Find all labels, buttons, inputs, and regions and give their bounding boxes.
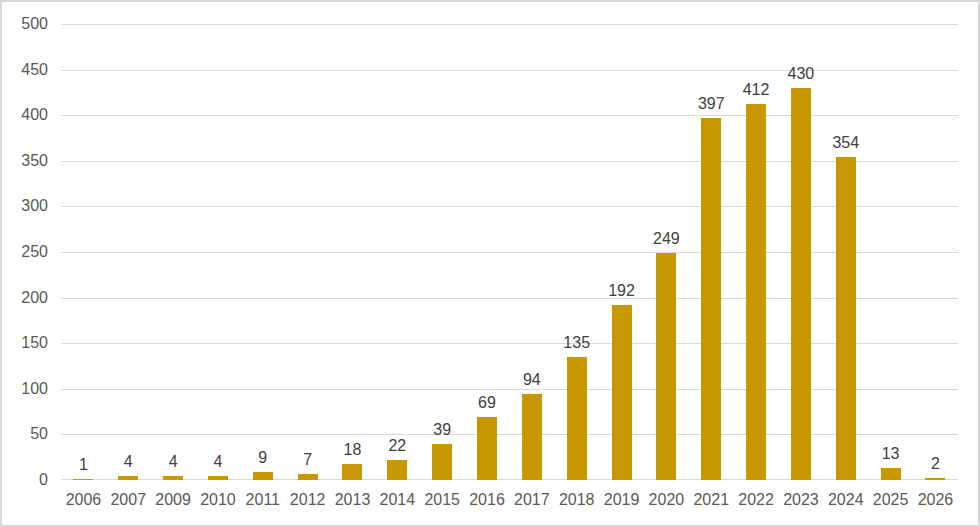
data-label-2023: 430: [779, 65, 824, 83]
bar-slot-2010: 4: [196, 24, 241, 480]
x-tick-label-2009: 2009: [151, 490, 196, 509]
bar-2020: [656, 253, 676, 480]
bar-slot-2021: 397: [689, 24, 734, 480]
y-tick-label-0: 0: [2, 471, 48, 489]
bar-slot-2015: 39: [420, 24, 465, 480]
y-tick-label-400: 400: [2, 106, 48, 124]
x-tick-label-2023: 2023: [779, 490, 824, 509]
bar-slot-2019: 192: [599, 24, 644, 480]
bar-2023: [791, 88, 811, 480]
data-label-2007: 4: [106, 453, 151, 471]
bar-slot-2018: 135: [554, 24, 599, 480]
y-tick-label-50: 50: [2, 425, 48, 443]
x-axis: 2006200720092010201120122013201420152016…: [61, 490, 958, 509]
x-tick-label-2022: 2022: [734, 490, 779, 509]
data-label-2010: 4: [196, 453, 241, 471]
y-tick-label-100: 100: [2, 380, 48, 398]
data-label-2011: 9: [240, 449, 285, 467]
bar-slot-2007: 4: [106, 24, 151, 480]
data-label-2026: 2: [913, 455, 958, 473]
bar-2010: [208, 476, 228, 480]
bar-2011: [253, 472, 273, 480]
bar-slot-2006: 1: [61, 24, 106, 480]
y-tick-label-500: 500: [2, 15, 48, 33]
x-tick-label-2013: 2013: [330, 490, 375, 509]
data-label-2009: 4: [151, 453, 196, 471]
bar-slot-2025: 13: [868, 24, 913, 480]
bar-slot-2023: 430: [779, 24, 824, 480]
x-tick-label-2006: 2006: [61, 490, 106, 509]
bar-slot-2014: 22: [375, 24, 420, 480]
bar-2012: [298, 474, 318, 480]
x-tick-label-2019: 2019: [599, 490, 644, 509]
data-label-2019: 192: [599, 282, 644, 300]
data-label-2015: 39: [420, 421, 465, 439]
bar-series: 1444971822396994135192249397412430354132: [61, 24, 958, 480]
bar-2015: [432, 444, 452, 480]
data-label-2020: 249: [644, 230, 689, 248]
bar-2009: [163, 476, 183, 480]
data-label-2012: 7: [285, 451, 330, 469]
bar-2018: [567, 357, 587, 480]
x-tick-label-2011: 2011: [240, 490, 285, 509]
x-tick-label-2024: 2024: [823, 490, 868, 509]
data-label-2024: 354: [823, 134, 868, 152]
x-tick-label-2015: 2015: [420, 490, 465, 509]
y-tick-label-150: 150: [2, 334, 48, 352]
y-tick-label-450: 450: [2, 61, 48, 79]
x-tick-label-2026: 2026: [913, 490, 958, 509]
x-tick-label-2014: 2014: [375, 490, 420, 509]
x-tick-label-2021: 2021: [689, 490, 734, 509]
column-chart: 050100150200250300350400450500 144497182…: [0, 0, 980, 527]
bar-2014: [387, 460, 407, 480]
bar-slot-2009: 4: [151, 24, 196, 480]
bar-slot-2022: 412: [734, 24, 779, 480]
bar-2016: [477, 417, 497, 480]
x-tick-label-2016: 2016: [465, 490, 510, 509]
x-tick-label-2025: 2025: [868, 490, 913, 509]
bar-2019: [612, 305, 632, 480]
x-tick-label-2012: 2012: [285, 490, 330, 509]
x-tick-label-2007: 2007: [106, 490, 151, 509]
bar-2007: [118, 476, 138, 480]
y-tick-label-350: 350: [2, 152, 48, 170]
y-tick-label-200: 200: [2, 289, 48, 307]
bar-2006: [73, 479, 93, 480]
bar-2022: [746, 104, 766, 480]
data-label-2016: 69: [465, 394, 510, 412]
data-label-2022: 412: [734, 81, 779, 99]
bar-slot-2024: 354: [823, 24, 868, 480]
bar-slot-2017: 94: [509, 24, 554, 480]
bar-2024: [836, 157, 856, 480]
bar-2013: [342, 464, 362, 480]
x-tick-label-2018: 2018: [554, 490, 599, 509]
y-tick-label-250: 250: [2, 243, 48, 261]
bar-slot-2012: 7: [285, 24, 330, 480]
bar-slot-2013: 18: [330, 24, 375, 480]
bar-slot-2026: 2: [913, 24, 958, 480]
data-label-2013: 18: [330, 441, 375, 459]
bar-slot-2020: 249: [644, 24, 689, 480]
bar-slot-2011: 9: [240, 24, 285, 480]
data-label-2006: 1: [61, 456, 106, 474]
data-label-2018: 135: [554, 334, 599, 352]
bar-2025: [881, 468, 901, 480]
y-tick-label-300: 300: [2, 197, 48, 215]
x-tick-label-2020: 2020: [644, 490, 689, 509]
bar-2021: [701, 118, 721, 480]
data-label-2014: 22: [375, 437, 420, 455]
data-label-2025: 13: [868, 445, 913, 463]
bar-2026: [925, 478, 945, 480]
bar-2017: [522, 394, 542, 480]
x-tick-label-2017: 2017: [509, 490, 554, 509]
data-label-2021: 397: [689, 95, 734, 113]
plot-area: 1444971822396994135192249397412430354132: [61, 24, 958, 480]
data-label-2017: 94: [509, 371, 554, 389]
x-tick-label-2010: 2010: [196, 490, 241, 509]
bar-slot-2016: 69: [465, 24, 510, 480]
